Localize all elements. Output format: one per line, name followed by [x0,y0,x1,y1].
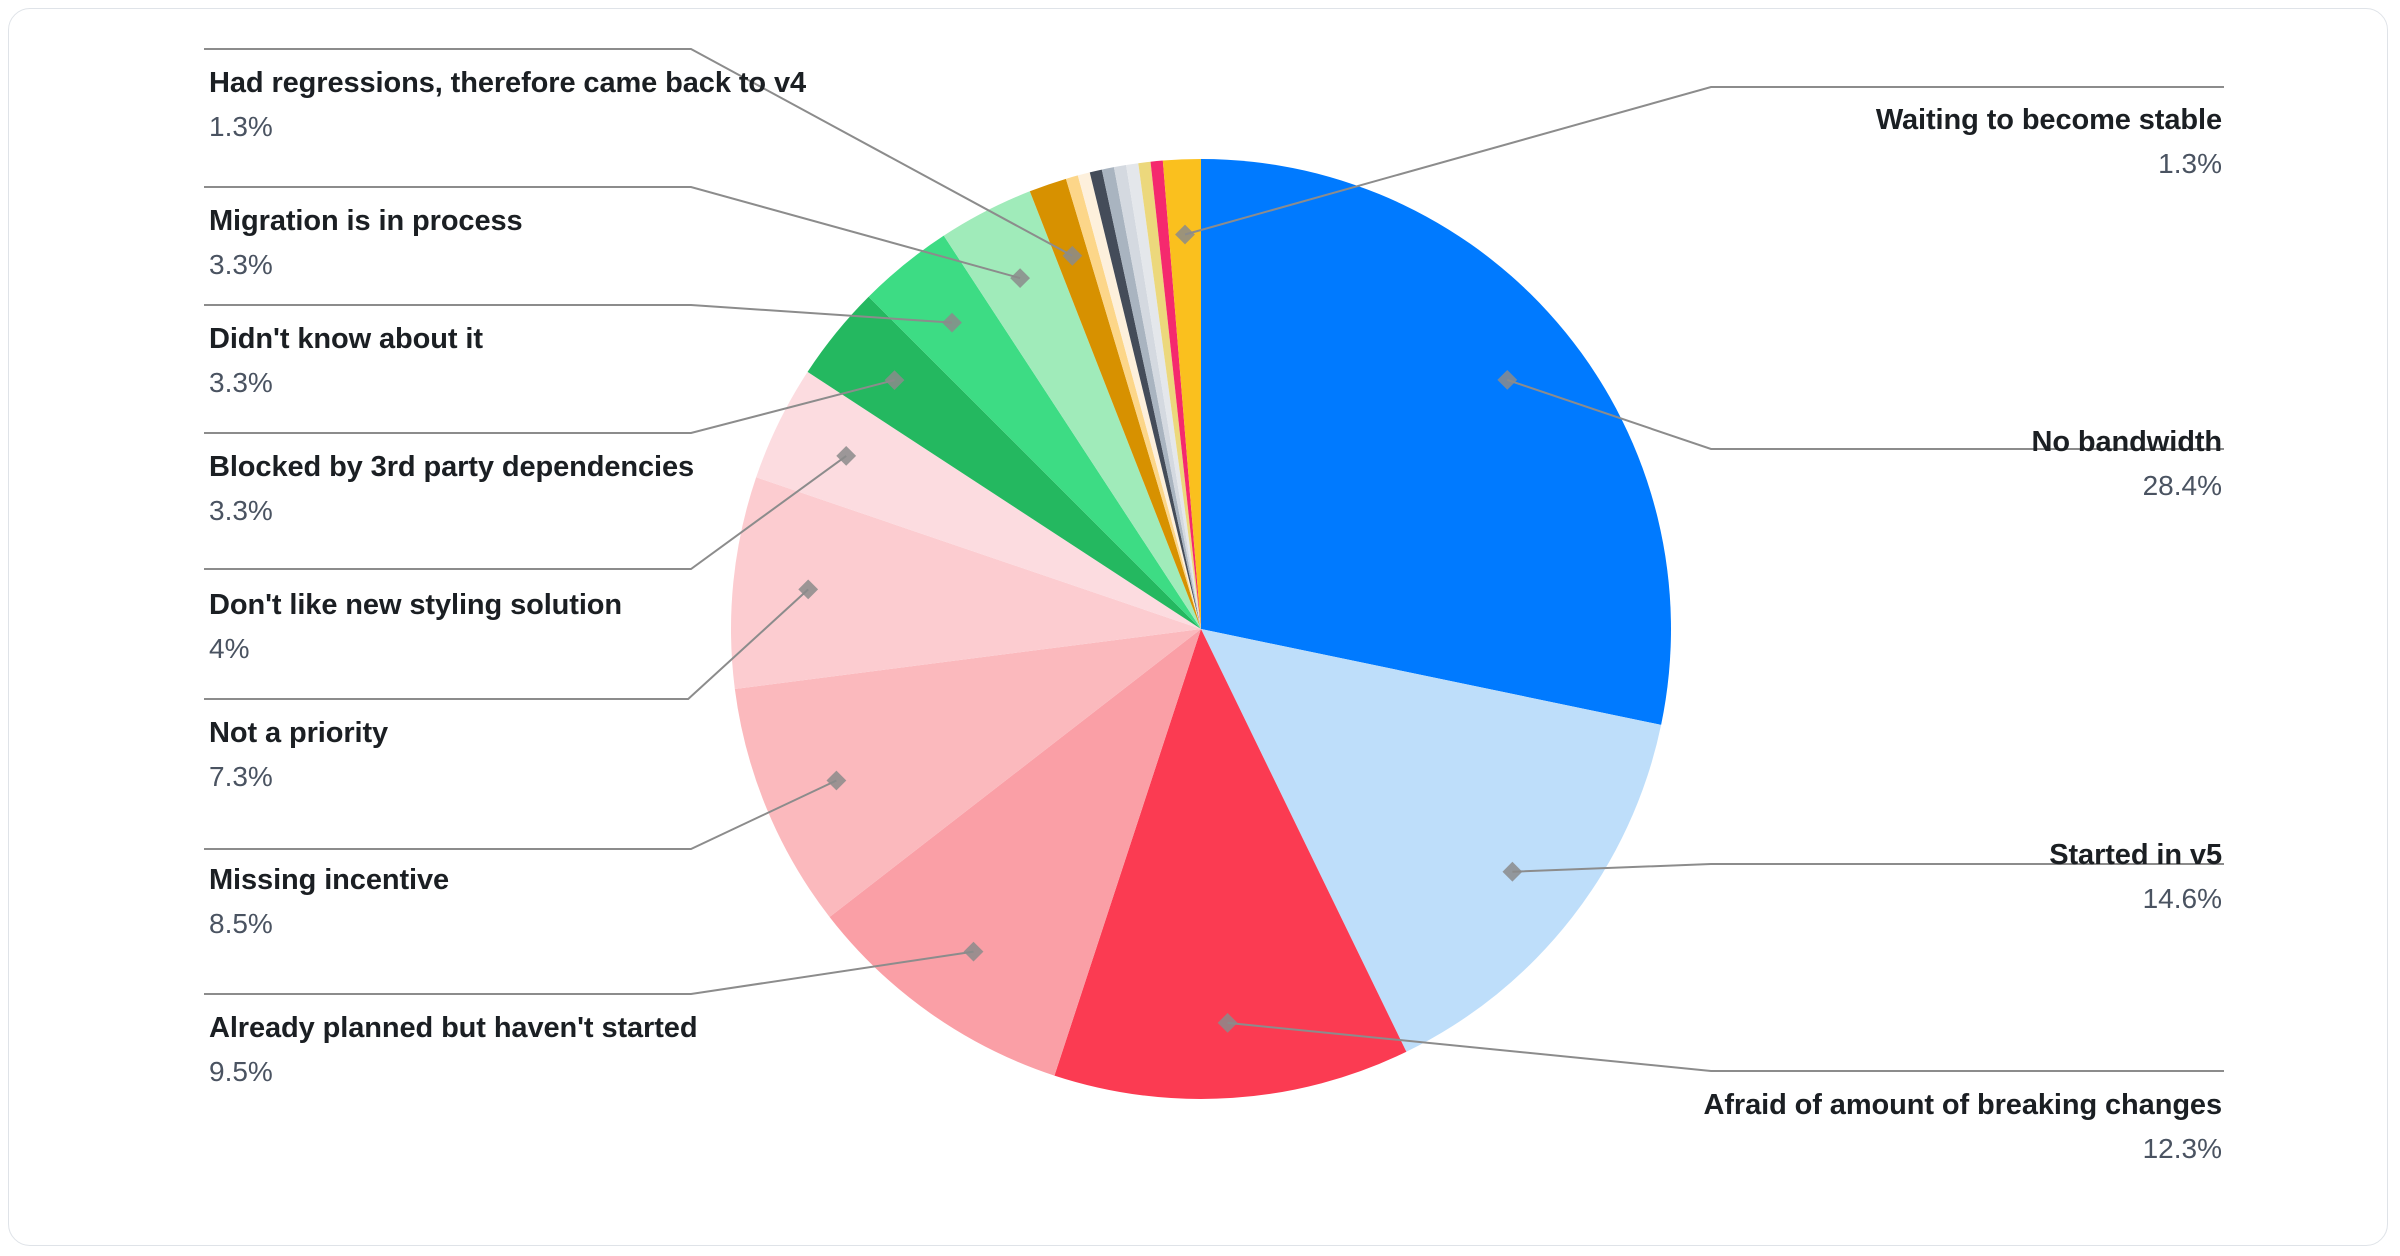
pie-label-migration-is-in-process[interactable]: Migration is in process 3.3% [209,205,523,282]
pie-label-blocked-by-3rd-party-dependencies[interactable]: Blocked by 3rd party dependencies 3.3% [209,451,694,528]
leader-line [1227,1021,2224,1072]
pie-slice[interactable] [1101,167,1201,629]
pie-slice[interactable] [943,191,1201,629]
pie-slice[interactable] [829,629,1201,1076]
leader-line [204,588,809,700]
pie-slice[interactable] [1077,172,1201,629]
leader-line-group [204,48,2224,1072]
leader-line [1512,863,2224,873]
pie-slice[interactable] [731,477,1201,689]
pie-label-value: 28.4% [2142,470,2222,502]
pie-label-started-in-v5[interactable]: Started in v5 14.6% [2049,839,2222,916]
pie-slice[interactable] [1150,160,1201,630]
leader-line [204,779,837,850]
pie-label-dont-like-new-styling-solution[interactable]: Don't like new styling solution 4% [209,589,622,666]
leader-anchor-dot [826,770,847,791]
pie-label-value: 3.3% [209,249,273,281]
pie-label-title: No bandwidth [2031,426,2223,458]
pie-label-title: Didn't know about it [209,323,483,355]
pie-label-value: 3.3% [209,367,273,399]
pie-label-title: Migration is in process [209,205,523,237]
pie-slice[interactable] [1089,169,1201,629]
chart-card: Waiting to become stable 1.3% No bandwid… [8,8,2388,1246]
pie-label-not-a-priority[interactable]: Not a priority 7.3% [209,717,388,794]
pie-label-value: 9.5% [209,1056,273,1088]
pie-label-already-planned-but-havent-started[interactable]: Already planned but haven't started 9.5% [209,1012,698,1089]
leader-line [1506,378,2224,450]
pie-slice[interactable] [1029,178,1201,629]
leader-line [204,379,895,434]
pie-slice[interactable] [807,296,1201,629]
pie-label-had-regressions-therefore-came-back-to-v4[interactable]: Had regressions, therefore came back to … [209,67,806,144]
leader-anchor-dot [1175,224,1195,245]
pie-slice-group [731,159,1671,1100]
leader-anchor-dot [942,312,962,333]
pie-label-title: Waiting to become stable [1875,104,2222,136]
pie-label-title: Afraid of amount of breaking changes [1703,1089,2223,1121]
pie-label-waiting-to-become-stable[interactable]: Waiting to become stable 1.3% [1876,104,2222,181]
leader-anchor-dot [836,446,857,466]
pie-label-title: Had regressions, therefore came back to … [209,67,806,99]
pie-label-value: 1.3% [209,111,273,143]
leader-line [204,186,1021,280]
pie-label-value: 3.3% [209,495,273,527]
pie-label-no-bandwidth[interactable]: No bandwidth 28.4% [2032,426,2223,503]
pie-label-value: 8.5% [209,908,273,940]
pie-label-value: 1.3% [2158,148,2222,180]
leader-line [1184,86,2224,236]
leader-anchor-dot [1217,1013,1238,1033]
leader-anchor-dot [884,370,905,390]
pie-slice[interactable] [734,629,1201,917]
pie-label-title: Not a priority [209,717,389,749]
pie-slice[interactable] [1201,159,1671,725]
leader-line [204,48,1073,257]
pie-label-title: Don't like new styling solution [209,589,623,621]
pie-slice[interactable] [1126,163,1201,629]
pie-slice[interactable] [868,235,1201,629]
pie-label-value: 12.3% [2142,1133,2222,1165]
pie-slice[interactable] [1113,165,1201,629]
leader-anchor-dot [1062,245,1083,266]
pie-label-didnt-know-about-it[interactable]: Didn't know about it 3.3% [209,323,483,400]
pie-label-value: 4% [209,633,250,665]
leader-anchor-dot [798,579,819,600]
leader-anchor-dot [1010,268,1030,288]
leader-line [204,455,847,570]
pie-label-value: 7.3% [209,761,273,793]
leader-line [204,950,974,995]
leader-anchor-dot [1497,370,1518,390]
pie-label-title: Blocked by 3rd party dependencies [209,451,695,483]
pie-slice[interactable] [1065,175,1201,629]
pie-slice[interactable] [1054,629,1407,1100]
leader-anchor-dot [963,941,984,962]
pie-chart-svg [204,48,2224,1100]
pie-label-title: Already planned but haven't started [209,1012,698,1044]
pie-slice[interactable] [1138,161,1201,629]
pie-label-title: Started in v5 [2049,839,2222,871]
pie-label-missing-incentive[interactable]: Missing incentive 8.5% [209,864,449,941]
leader-anchor-dot [1502,861,1523,882]
pie-chart: Waiting to become stable 1.3% No bandwid… [9,9,2387,1245]
pie-label-value: 14.6% [2142,883,2222,915]
pie-slice[interactable] [756,371,1201,629]
pie-label-afraid-of-amount-of-breaking-changes[interactable]: Afraid of amount of breaking changes 12.… [1703,1089,2223,1166]
pie-slice[interactable] [1201,629,1662,1052]
pie-slice[interactable] [1162,159,1201,629]
pie-label-title: Missing incentive [209,864,450,896]
leader-line [204,304,953,324]
